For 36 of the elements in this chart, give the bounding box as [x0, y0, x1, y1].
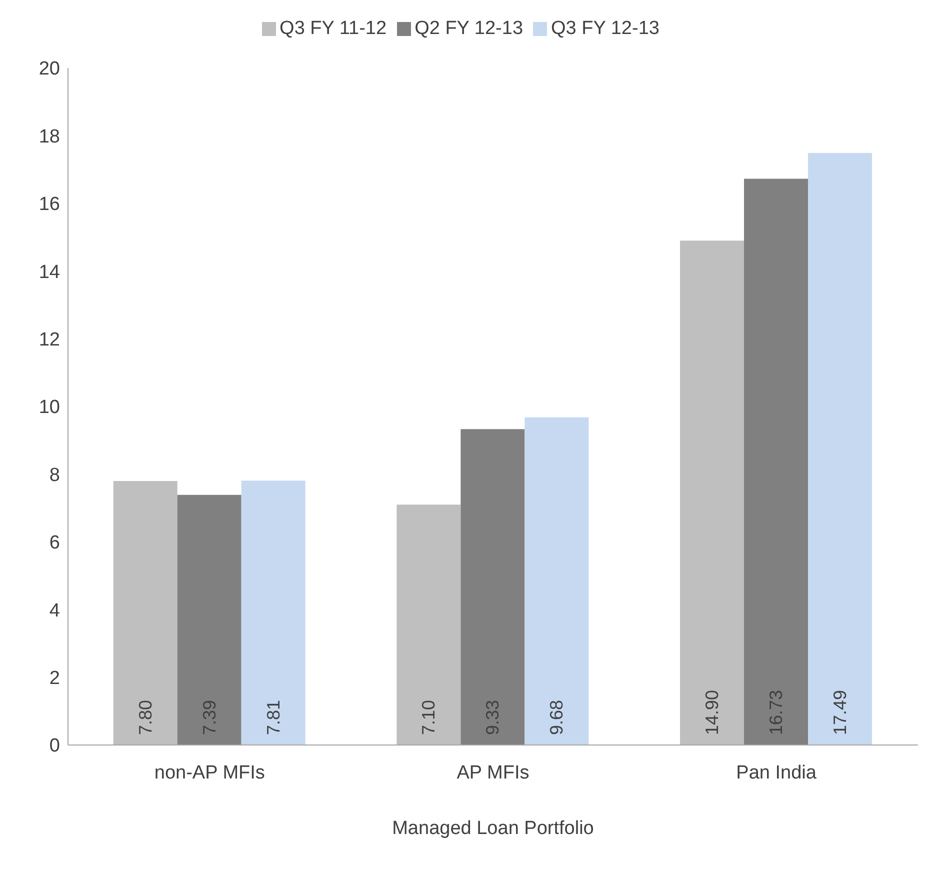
y-tick-label: 18: [38, 126, 60, 148]
data-label: 7.39: [199, 700, 220, 735]
bar: [396, 504, 461, 745]
data-label: 9.68: [546, 700, 567, 735]
y-tick-label: 0: [49, 736, 60, 757]
bar: [524, 417, 589, 745]
bar: [177, 494, 242, 745]
x-tick-label: non-AP MFIs: [154, 762, 265, 784]
x-tick-label: AP MFIs: [456, 762, 530, 784]
y-tick-label: 2: [49, 668, 60, 690]
legend-label: Q2 FY 12-13: [414, 18, 524, 39]
data-label: 14.90: [702, 690, 722, 735]
bar: [113, 480, 178, 745]
y-tick-label: 14: [38, 262, 60, 283]
data-label: 7.81: [263, 700, 284, 735]
y-tick-label: 20: [38, 58, 60, 80]
data-label: 7.80: [135, 700, 156, 735]
y-tick-label: 8: [49, 464, 60, 486]
legend-label: Q3 FY 11-12: [280, 18, 387, 39]
legend-label: Q3 FY 12-13: [551, 18, 660, 39]
y-tick-label: 6: [49, 532, 60, 554]
data-label: 17.49: [830, 690, 850, 735]
y-tick-label: 10: [38, 397, 60, 418]
y-tick-label: 16: [38, 194, 60, 216]
bar: [460, 429, 525, 745]
x-axis-title: Managed Loan Portfolio: [391, 818, 595, 840]
data-label: 16.73: [766, 690, 786, 735]
data-label: 7.10: [418, 700, 439, 735]
x-tick-label: Pan India: [736, 762, 817, 784]
y-tick-label: 4: [49, 600, 60, 622]
data-label: 9.33: [482, 700, 503, 735]
bar: [744, 178, 808, 745]
bar: [241, 480, 306, 745]
bar: [808, 152, 872, 745]
bar: [680, 240, 744, 745]
y-tick-label: 12: [38, 330, 60, 351]
